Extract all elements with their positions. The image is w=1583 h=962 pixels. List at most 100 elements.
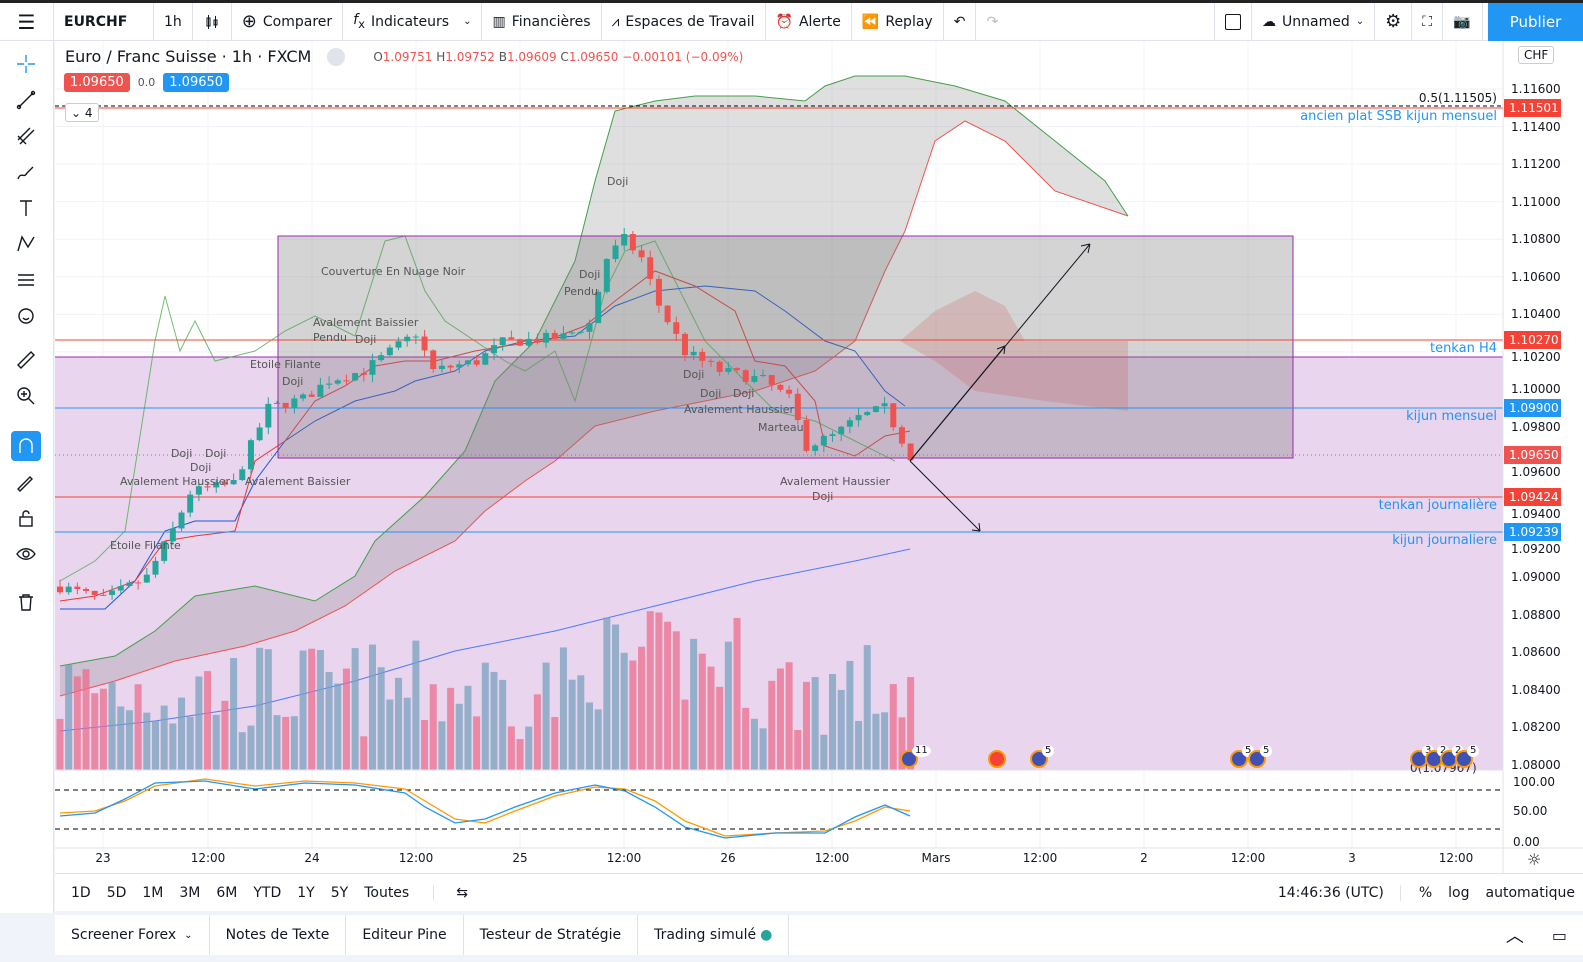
indicator-count: 4 xyxy=(84,106,93,120)
range-6m[interactable]: 6M xyxy=(216,884,238,901)
projection-arrows[interactable] xyxy=(909,243,1091,532)
bottom-panel-tabs: Screener Forex ⌄ Notes de Texte Editeur P… xyxy=(55,915,1583,955)
redo-button[interactable]: ↷ xyxy=(976,3,1008,41)
volume-bar xyxy=(73,676,81,770)
price-tag[interactable]: 1.09650 xyxy=(1504,446,1561,464)
fullscreen-button[interactable]: ⛶ xyxy=(1412,2,1444,41)
workspaces-button[interactable]: ⩘ Espaces de Travail xyxy=(602,2,766,41)
magnet-toggle[interactable] xyxy=(11,431,41,461)
auto-toggle[interactable]: automatique xyxy=(1485,884,1575,901)
price-tag[interactable]: 1.09239 xyxy=(1504,523,1561,541)
event-count: 5 xyxy=(1260,745,1273,757)
lock-drawings-toggle[interactable] xyxy=(11,503,41,533)
chart-pane[interactable] xyxy=(55,41,1583,873)
crosshair-tool[interactable] xyxy=(11,49,41,79)
price-tag[interactable]: 1.10270 xyxy=(1504,331,1561,349)
bar-chart-icon: ▥ xyxy=(492,13,506,30)
pencil-lock-icon xyxy=(17,476,33,492)
hide-drawings-toggle[interactable] xyxy=(11,539,41,569)
zoom-tool[interactable] xyxy=(11,381,41,411)
trendline-tool[interactable] xyxy=(11,85,41,115)
indicators-toggle[interactable]: ⌄ 4 xyxy=(65,103,99,122)
cloud-icon: ☁ xyxy=(1262,13,1276,30)
price-chart[interactable] xyxy=(55,41,1583,873)
maximize-panel-button[interactable]: ▭ xyxy=(1536,926,1583,945)
osc-tick: 0.00 xyxy=(1513,835,1540,849)
delete-drawings-button[interactable] xyxy=(11,587,41,617)
volume-bar xyxy=(898,717,906,770)
expand-panel-button[interactable]: ︿ xyxy=(1494,922,1536,948)
bid-ask: 1.09650 0.0 1.09650 xyxy=(64,73,230,92)
tab-screener[interactable]: Screener Forex ⌄ xyxy=(55,915,210,955)
candle xyxy=(560,333,567,339)
stay-drawing-toggle[interactable] xyxy=(11,467,41,497)
candle xyxy=(881,403,888,407)
tab-pine-editor[interactable]: Editeur Pine xyxy=(346,915,464,955)
compare-button[interactable]: ⊕ Comparer xyxy=(232,2,344,41)
date-range-button[interactable]: ⇆ xyxy=(433,884,484,901)
symbol-search[interactable]: EURCHF xyxy=(54,2,154,41)
price-tick: 1.09400 xyxy=(1511,507,1561,521)
pattern-tool[interactable] xyxy=(11,229,41,259)
time-tick: 12:00 xyxy=(606,851,642,865)
log-toggle[interactable]: log xyxy=(1448,884,1470,901)
undo-button[interactable]: ↶ xyxy=(944,2,977,41)
pattern-label: Pendu xyxy=(313,331,347,344)
range-ytd[interactable]: YTD xyxy=(253,884,282,901)
chart-type-button[interactable] xyxy=(193,2,232,41)
pattern-label: Doji xyxy=(282,375,304,388)
pattern-label: Pendu xyxy=(564,285,598,298)
range-5d[interactable]: 5D xyxy=(106,884,127,901)
fib-tool[interactable] xyxy=(11,121,41,151)
indicators-button[interactable]: fx Indicateurs ⌄ xyxy=(343,2,483,41)
event-count: 5 xyxy=(1042,745,1055,757)
sell-button[interactable]: 1.09650 xyxy=(64,73,130,92)
icon-tool[interactable] xyxy=(11,301,41,331)
menu-button[interactable]: ☰ xyxy=(0,2,54,41)
text-tool[interactable] xyxy=(11,193,41,223)
layout-select-button[interactable] xyxy=(1214,2,1252,41)
volume-bar xyxy=(403,697,411,770)
price-tick: 1.09200 xyxy=(1511,542,1561,556)
currency-badge[interactable]: CHF xyxy=(1518,46,1555,64)
range-1d[interactable]: 1D xyxy=(71,884,91,901)
tab-text-notes[interactable]: Notes de Texte xyxy=(210,915,347,955)
range-1m[interactable]: 1M xyxy=(142,884,164,901)
symbol-title[interactable]: Euro / Franc Suisse · 1h · FXCM xyxy=(65,47,312,66)
prediction-tool[interactable] xyxy=(11,265,41,295)
tab-strategy-tester[interactable]: Testeur de Stratégie xyxy=(464,915,639,955)
layout-name-button[interactable]: ☁ Unnamed ⌄ xyxy=(1252,2,1376,41)
range-3m[interactable]: 3M xyxy=(179,884,201,901)
publish-button[interactable]: Publier xyxy=(1488,3,1583,41)
axis-settings-button[interactable]: ☼ xyxy=(1527,850,1541,869)
rectangle-zone[interactable] xyxy=(277,235,1294,459)
settings-button[interactable]: ⚙ xyxy=(1375,2,1413,41)
brush-tool[interactable] xyxy=(11,157,41,187)
financials-button[interactable]: ▥ Financières xyxy=(482,2,602,41)
swiss-flag-icon[interactable] xyxy=(988,750,1006,768)
tab-label: Editeur Pine xyxy=(362,927,447,943)
percent-toggle[interactable]: % xyxy=(1418,884,1433,901)
alert-button[interactable]: ⏰ Alerte xyxy=(766,2,852,41)
collapse-legend-icon[interactable] xyxy=(327,47,346,66)
l-label: B xyxy=(498,49,507,64)
price-tag[interactable]: 1.09900 xyxy=(1504,399,1561,417)
volume-bar xyxy=(681,699,689,770)
buy-button[interactable]: 1.09650 xyxy=(163,73,230,92)
range-toutes[interactable]: Toutes xyxy=(364,884,410,901)
replay-button[interactable]: ⏪ Replay xyxy=(852,2,944,41)
range-1y[interactable]: 1Y xyxy=(297,884,315,901)
range-5y[interactable]: 5Y xyxy=(330,884,349,901)
time-tick: 23 xyxy=(95,851,111,865)
text-icon xyxy=(20,200,32,216)
price-tag[interactable]: 1.11501 xyxy=(1504,99,1561,117)
candle xyxy=(812,445,819,451)
price-tag[interactable]: 1.09424 xyxy=(1504,488,1561,506)
status-dot-icon: ● xyxy=(760,927,773,943)
clock[interactable]: 14:46:36 (UTC) xyxy=(1270,884,1401,901)
tab-paper-trading[interactable]: Trading simulé ● xyxy=(638,915,790,955)
interval-button[interactable]: 1h xyxy=(154,2,193,41)
measure-tool[interactable] xyxy=(11,345,41,375)
snapshot-button[interactable]: 📷 xyxy=(1443,2,1484,41)
redo-icon: ↷ xyxy=(986,13,999,30)
